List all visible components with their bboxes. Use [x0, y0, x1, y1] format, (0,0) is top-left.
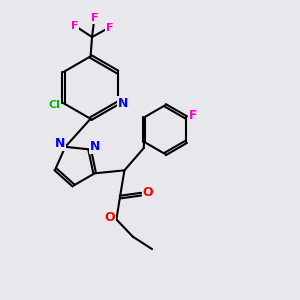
Text: F: F	[106, 22, 113, 32]
Text: N: N	[118, 97, 128, 110]
Text: O: O	[104, 212, 115, 224]
Text: N: N	[55, 137, 65, 150]
Text: F: F	[91, 13, 98, 23]
Text: Cl: Cl	[49, 100, 61, 110]
Text: F: F	[188, 110, 197, 122]
Text: N: N	[90, 140, 100, 153]
Text: F: F	[71, 21, 79, 31]
Text: O: O	[142, 186, 153, 199]
